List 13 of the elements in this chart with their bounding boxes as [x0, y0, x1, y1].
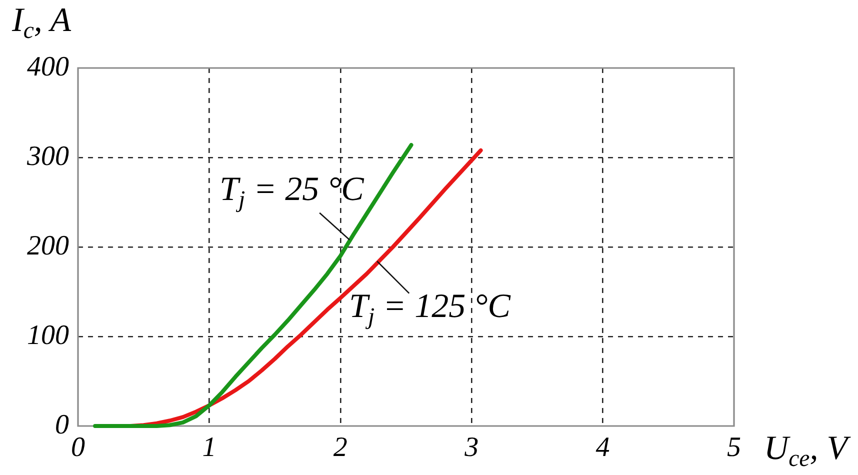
y-tick-label: 100 — [27, 320, 69, 351]
x-tick-label: 3 — [464, 432, 479, 464]
x-tick-label: 2 — [333, 432, 348, 464]
y-tick-label: 400 — [27, 51, 69, 82]
annotation: T$_{j}$ = 125 °C — [349, 288, 510, 330]
y-axis-title: I$_{c}$, A — [12, 2, 72, 44]
x-tick-label: 5 — [727, 432, 741, 464]
y-tick-label: 0 — [55, 409, 69, 440]
annotation: T$_{j}$ = 25 °C — [220, 170, 364, 213]
x-tick-label: 1 — [202, 432, 216, 464]
y-tick-label: 200 — [27, 230, 69, 262]
y-tick-label: 300 — [26, 140, 69, 172]
x-tick-label: 4 — [596, 432, 610, 464]
